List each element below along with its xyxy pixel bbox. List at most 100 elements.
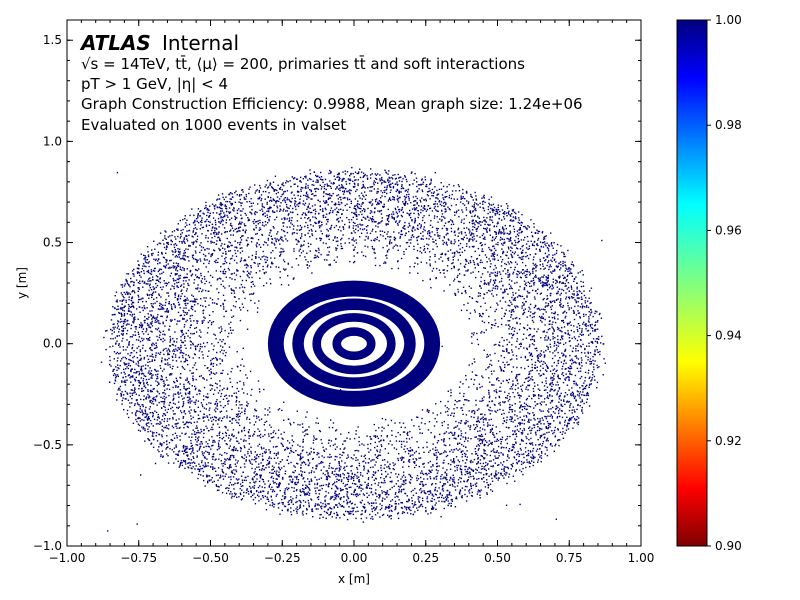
hit-point [134, 403, 136, 405]
hit-point [585, 401, 588, 403]
hit-point [130, 370, 132, 373]
hit-point [308, 265, 311, 267]
hit-point [558, 327, 560, 330]
hit-point [362, 521, 364, 523]
hit-point [468, 492, 471, 494]
hit-point [459, 242, 462, 245]
hit-point [201, 217, 203, 219]
hit-point [182, 421, 184, 423]
hit-point [355, 495, 358, 498]
hit-point [510, 266, 512, 269]
hit-point [211, 463, 213, 465]
hit-point [460, 422, 462, 424]
hit-point [163, 368, 165, 370]
hit-point [336, 256, 338, 258]
hit-point [258, 443, 261, 445]
hit-point [583, 306, 586, 308]
hit-point [253, 285, 256, 287]
hit-point [570, 402, 572, 405]
hit-point [290, 219, 293, 222]
hit-point [486, 292, 488, 294]
hit-point [224, 425, 226, 428]
hit-point [576, 345, 579, 347]
hit-point [463, 222, 465, 225]
hit-point [211, 321, 213, 324]
hit-point [533, 296, 536, 298]
hit-point [360, 192, 363, 194]
hit-point [546, 386, 549, 388]
hit-point [297, 205, 300, 208]
hit-point [374, 207, 376, 209]
hit-point [404, 197, 407, 199]
hit-point [297, 194, 299, 197]
hit-point [450, 449, 453, 451]
hit-point [417, 272, 419, 274]
hit-point [573, 293, 575, 295]
hit-point [272, 431, 274, 434]
hit-point [497, 457, 499, 459]
hit-point [233, 272, 236, 274]
hit-point [515, 355, 518, 357]
hit-point [422, 238, 424, 240]
hit-point [571, 297, 574, 299]
hit-point [199, 410, 202, 413]
hit-point [531, 442, 534, 444]
hit-point [471, 245, 474, 248]
hit-point [272, 250, 274, 252]
hit-point [319, 514, 321, 516]
hit-point [532, 450, 534, 452]
hit-point [414, 200, 416, 202]
hit-point [508, 363, 510, 366]
hit-point [316, 487, 318, 489]
hit-point [557, 328, 559, 331]
hit-point [575, 384, 577, 386]
hit-point [511, 409, 514, 411]
hit-point [399, 236, 402, 238]
hit-point [380, 213, 383, 215]
hit-point [569, 270, 571, 272]
hit-point [159, 302, 161, 305]
hit-point [259, 184, 261, 187]
hit-point [310, 260, 312, 263]
hit-point [431, 188, 434, 191]
hit-point [367, 443, 369, 446]
hit-point [235, 469, 237, 471]
hit-point [178, 406, 180, 408]
hit-point [114, 307, 116, 310]
hit-point [255, 272, 257, 274]
hit-point [525, 386, 528, 388]
hit-point [460, 195, 462, 197]
hit-point [570, 324, 572, 326]
hit-point [312, 216, 314, 218]
hit-point [158, 269, 160, 271]
hit-point [464, 422, 466, 424]
hit-point [575, 362, 577, 364]
hit-point [272, 489, 274, 491]
hit-point [180, 336, 182, 338]
hit-point [402, 480, 405, 482]
hit-point [565, 296, 568, 298]
hit-point [350, 503, 353, 505]
hit-point [484, 414, 486, 416]
hit-point [187, 467, 190, 469]
hit-point [341, 460, 343, 462]
hit-point [553, 312, 555, 315]
hit-point [337, 514, 339, 517]
hit-point [544, 282, 546, 285]
hit-point [195, 425, 198, 427]
hit-point [129, 395, 131, 398]
hit-point [236, 262, 238, 264]
hit-point [113, 323, 115, 325]
hit-point [369, 177, 372, 179]
hit-point [147, 262, 149, 264]
hit-point [361, 186, 364, 188]
hit-point [551, 300, 554, 303]
hit-point [447, 414, 449, 416]
hit-point [305, 193, 308, 195]
hit-point [547, 248, 550, 250]
hit-point [374, 238, 376, 240]
hit-point [500, 474, 502, 476]
hit-point [463, 440, 466, 443]
hit-point [529, 442, 531, 445]
hit-point [471, 196, 473, 198]
